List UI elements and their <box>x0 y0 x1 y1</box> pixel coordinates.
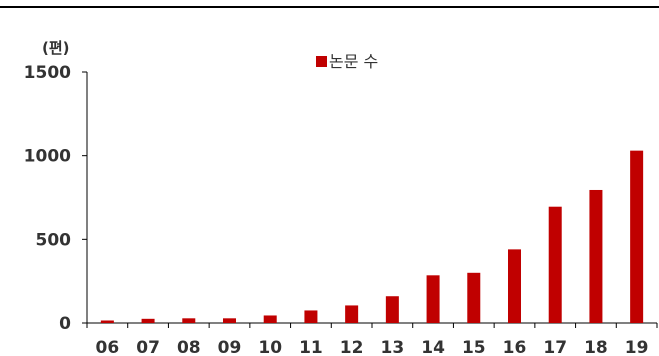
y-tick-label: 1500 <box>24 63 71 83</box>
x-tick-label: 15 <box>462 338 486 356</box>
x-tick-label: 12 <box>340 338 364 356</box>
x-tick-label: 08 <box>177 338 201 356</box>
y-tick-label: 0 <box>59 314 71 334</box>
bar <box>182 318 196 323</box>
bar <box>223 318 236 323</box>
bar <box>345 305 359 323</box>
x-tick-label: 19 <box>625 338 649 356</box>
legend-label: 논문 수 <box>329 52 378 71</box>
y-unit-label: (편) <box>42 39 70 57</box>
bar <box>385 296 399 323</box>
x-tick-label: 14 <box>421 338 445 356</box>
x-tick-label: 07 <box>136 338 160 356</box>
y-tick-label: 500 <box>36 230 72 250</box>
x-tick-label: 17 <box>543 338 567 356</box>
bar <box>263 315 277 323</box>
bar <box>304 310 318 323</box>
x-tick-label: 13 <box>381 338 405 356</box>
x-tick-label: 10 <box>258 338 282 356</box>
y-axis: 0 500 1000 1500 <box>24 63 88 334</box>
bar <box>467 272 481 323</box>
x-tick-label: 18 <box>584 338 608 356</box>
x-tick-label: 06 <box>96 338 120 356</box>
y-tick-label: 1000 <box>24 147 71 167</box>
legend-swatch <box>316 56 327 67</box>
x-tick-label: 09 <box>218 338 242 356</box>
bar <box>100 320 114 323</box>
bar <box>589 189 603 323</box>
bar <box>548 206 562 323</box>
legend: 논문 수 <box>316 52 378 71</box>
x-tick-label: 11 <box>299 338 323 356</box>
bar <box>426 275 440 323</box>
bar <box>508 249 521 323</box>
bar <box>630 150 644 323</box>
bars <box>100 150 644 323</box>
bar <box>141 318 155 323</box>
x-axis: 06 07 08 09 10 11 12 13 14 15 16 17 18 19 <box>86 322 658 356</box>
x-tick-label: 16 <box>503 338 527 356</box>
